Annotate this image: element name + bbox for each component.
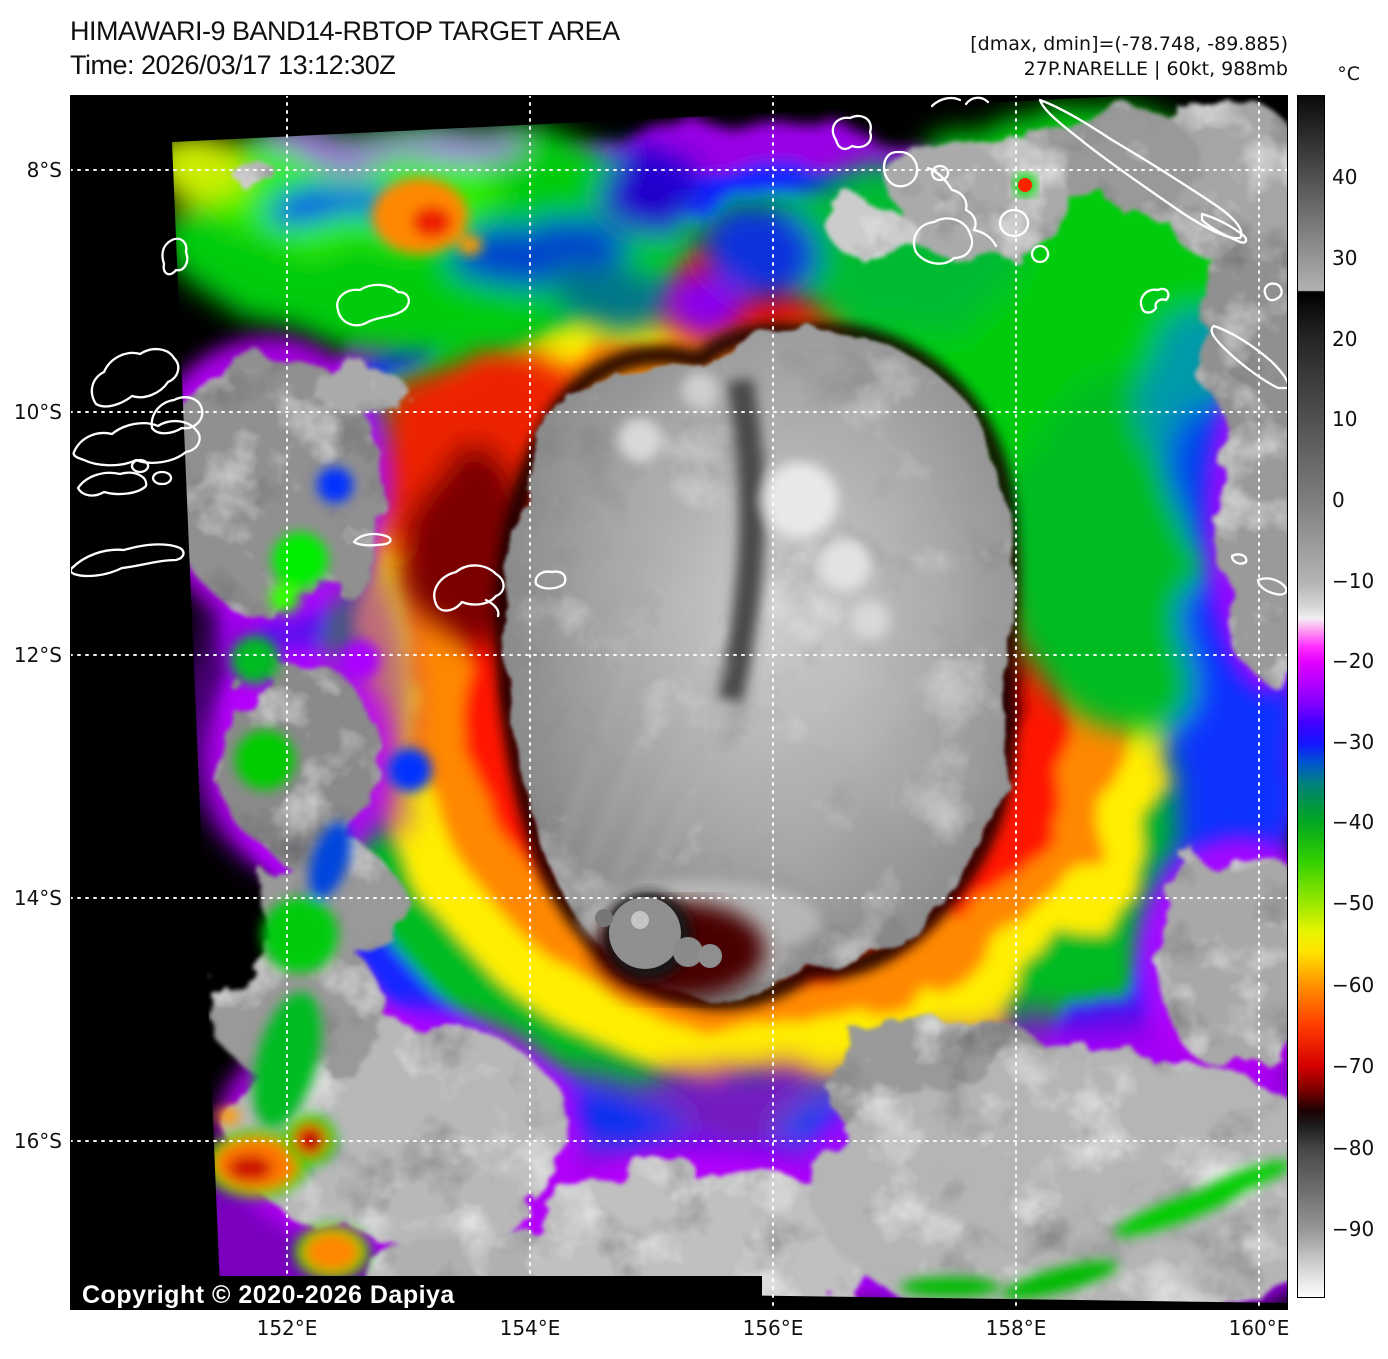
- lon-tick: 156°E: [742, 1316, 804, 1340]
- lat-tick: 10°S: [13, 400, 62, 424]
- copyright-chip: [70, 1276, 762, 1310]
- storm-intensity-readout: 27P.NARELLE | 60kt, 988mb: [1023, 58, 1288, 80]
- colorbar-tick: −20: [1332, 649, 1375, 673]
- colorbar-tick: −50: [1332, 891, 1375, 915]
- colorbar-tick: −60: [1332, 973, 1375, 997]
- lat-tick: 8°S: [26, 158, 62, 182]
- plot-frame: [70, 95, 1288, 1310]
- lon-tick: 160°E: [1228, 1316, 1290, 1340]
- lat-tick: 14°S: [13, 886, 62, 910]
- coastlines: [70, 96, 1288, 618]
- dmax-dmin-readout: [dmax, dmin]=(-78.748, -89.885): [970, 33, 1288, 55]
- graticule: [70, 95, 1288, 1310]
- colorbar-tick: −90: [1332, 1217, 1375, 1241]
- colorbar-tick: −30: [1332, 730, 1375, 754]
- colorbar-tick: −10: [1332, 569, 1375, 593]
- colorbar-tick: 10: [1332, 407, 1358, 431]
- colorbar: [1297, 95, 1325, 1298]
- colorbar-tick: −80: [1332, 1136, 1375, 1160]
- lon-tick: 152°E: [256, 1316, 318, 1340]
- lon-tick: 154°E: [499, 1316, 561, 1340]
- colorbar-tick: 0: [1332, 488, 1345, 512]
- colorbar-tick: 40: [1332, 165, 1358, 189]
- lon-tick: 158°E: [985, 1316, 1047, 1340]
- page-title: HIMAWARI-9 BAND14-RBTOP TARGET AREA: [70, 16, 620, 46]
- colorbar-tick: −40: [1332, 810, 1375, 834]
- satellite-imagery: [70, 95, 1288, 1310]
- timestamp: Time: 2026/03/17 13:12:30Z: [70, 50, 396, 80]
- lat-tick: 16°S: [13, 1129, 62, 1153]
- colorbar-tick: −70: [1332, 1054, 1375, 1078]
- colorbar-unit-label: °C: [1337, 63, 1360, 85]
- lat-tick: 12°S: [13, 643, 62, 667]
- colorbar-tick: 20: [1332, 327, 1358, 351]
- colorbar-tick: 30: [1332, 246, 1358, 270]
- copyright-label: Copyright © 2020-2026 Dapiya: [82, 1281, 455, 1309]
